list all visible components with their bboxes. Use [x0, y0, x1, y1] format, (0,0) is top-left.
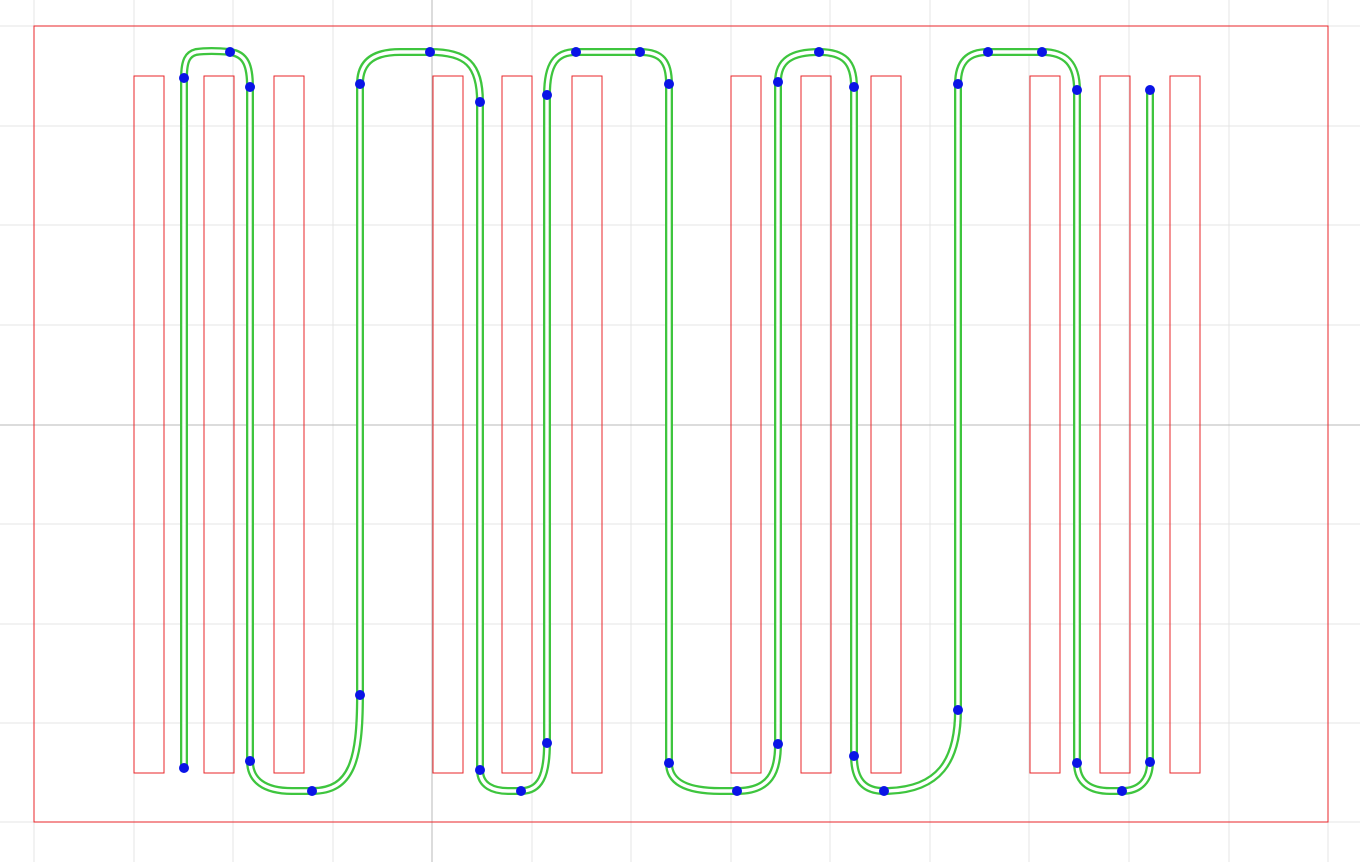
obstacle-rectangle [273, 75, 305, 774]
route-node [516, 786, 526, 796]
route-path [180, 47, 1154, 795]
route-node [179, 73, 189, 83]
obstacle-rectangle [133, 75, 165, 774]
route-node [1072, 85, 1082, 95]
route-node [425, 47, 435, 57]
obstacle-rectangle [730, 75, 762, 774]
route-node [773, 77, 783, 87]
route-node [814, 47, 824, 57]
obstacle-rectangle [571, 75, 603, 774]
route-node [983, 47, 993, 57]
route-node [179, 763, 189, 773]
route-node [245, 82, 255, 92]
route-node [1072, 758, 1082, 768]
route-path-outer [180, 47, 1154, 795]
route-node [475, 765, 485, 775]
obstacle-rectangle [203, 75, 235, 774]
route-node [1117, 786, 1127, 796]
route-node [1145, 85, 1155, 95]
obstacle-rectangle [432, 75, 464, 774]
route-node [542, 738, 552, 748]
route-node [475, 97, 485, 107]
route-node [307, 786, 317, 796]
obstacles [133, 75, 1201, 774]
route-node [664, 79, 674, 89]
route-node [849, 82, 859, 92]
route-node [571, 47, 581, 57]
route-node [1037, 47, 1047, 57]
route-node [732, 786, 742, 796]
route-nodes [179, 47, 1155, 796]
obstacle-rectangle [1029, 75, 1061, 774]
route-node [773, 739, 783, 749]
obstacle-rectangle [501, 75, 533, 774]
obstacle-rectangle [1169, 75, 1201, 774]
route-node [953, 705, 963, 715]
route-node [542, 90, 552, 100]
route-node [1145, 757, 1155, 767]
route-node [635, 47, 645, 57]
route-node [225, 47, 235, 57]
boundary-rectangle [33, 25, 1329, 823]
obstacle-rectangle [800, 75, 832, 774]
route-node [245, 756, 255, 766]
route-node [849, 751, 859, 761]
obstacle-rectangle [1099, 75, 1131, 774]
obstacle-rectangle [870, 75, 902, 774]
route-node [355, 79, 365, 89]
route-node [355, 690, 365, 700]
route-node [953, 79, 963, 89]
route-path-inner [182, 49, 1152, 793]
route-node [879, 786, 889, 796]
route-node [664, 758, 674, 768]
